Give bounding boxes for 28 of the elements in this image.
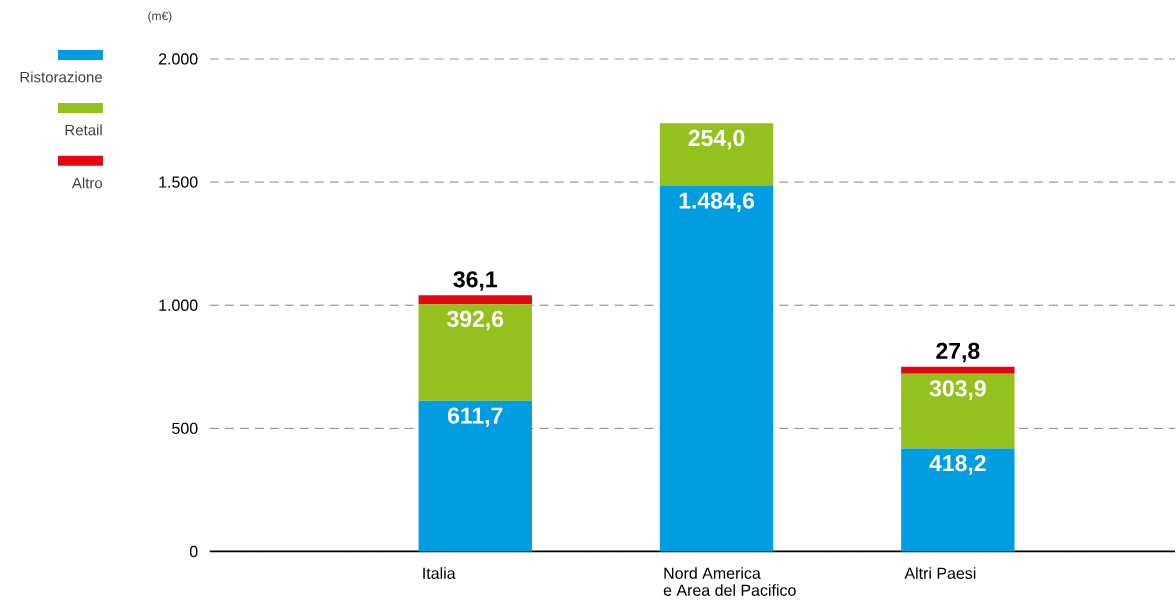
bar <box>659 123 774 186</box>
data-label: 1.484,6 <box>679 192 755 212</box>
bar <box>901 448 1015 552</box>
legend-label: Altro <box>71 177 103 189</box>
data-label: 611,7 <box>447 407 503 427</box>
bar <box>659 185 774 552</box>
x-tick-label: Nord America e Area del Pacifico <box>663 566 796 596</box>
bar <box>901 366 1015 374</box>
x-tick-label: Altri Paesi <box>904 566 976 579</box>
data-label: 418,2 <box>929 454 986 475</box>
bar <box>418 303 532 401</box>
y-axis-title: (m€) <box>148 11 172 23</box>
bar <box>901 373 1015 449</box>
data-label: 303,9 <box>929 379 986 400</box>
bar <box>418 295 532 304</box>
y-tick-label: 1.000 <box>159 299 198 311</box>
x-tick-label: Italia <box>423 566 456 579</box>
data-label: 27,8 <box>936 342 980 363</box>
legend-label: Retail <box>65 124 102 136</box>
y-tick-label: 500 <box>172 422 198 434</box>
data-label: 254,0 <box>688 129 745 150</box>
data-label: 36,1 <box>453 270 497 291</box>
y-tick-label: 2.000 <box>158 53 198 65</box>
y-tick-label: 1.500 <box>159 176 198 188</box>
data-label: 392,6 <box>447 310 504 331</box>
y-tick-label: 0 <box>189 545 198 557</box>
bar <box>418 400 532 552</box>
legend-label: Ristorazione <box>20 71 103 83</box>
